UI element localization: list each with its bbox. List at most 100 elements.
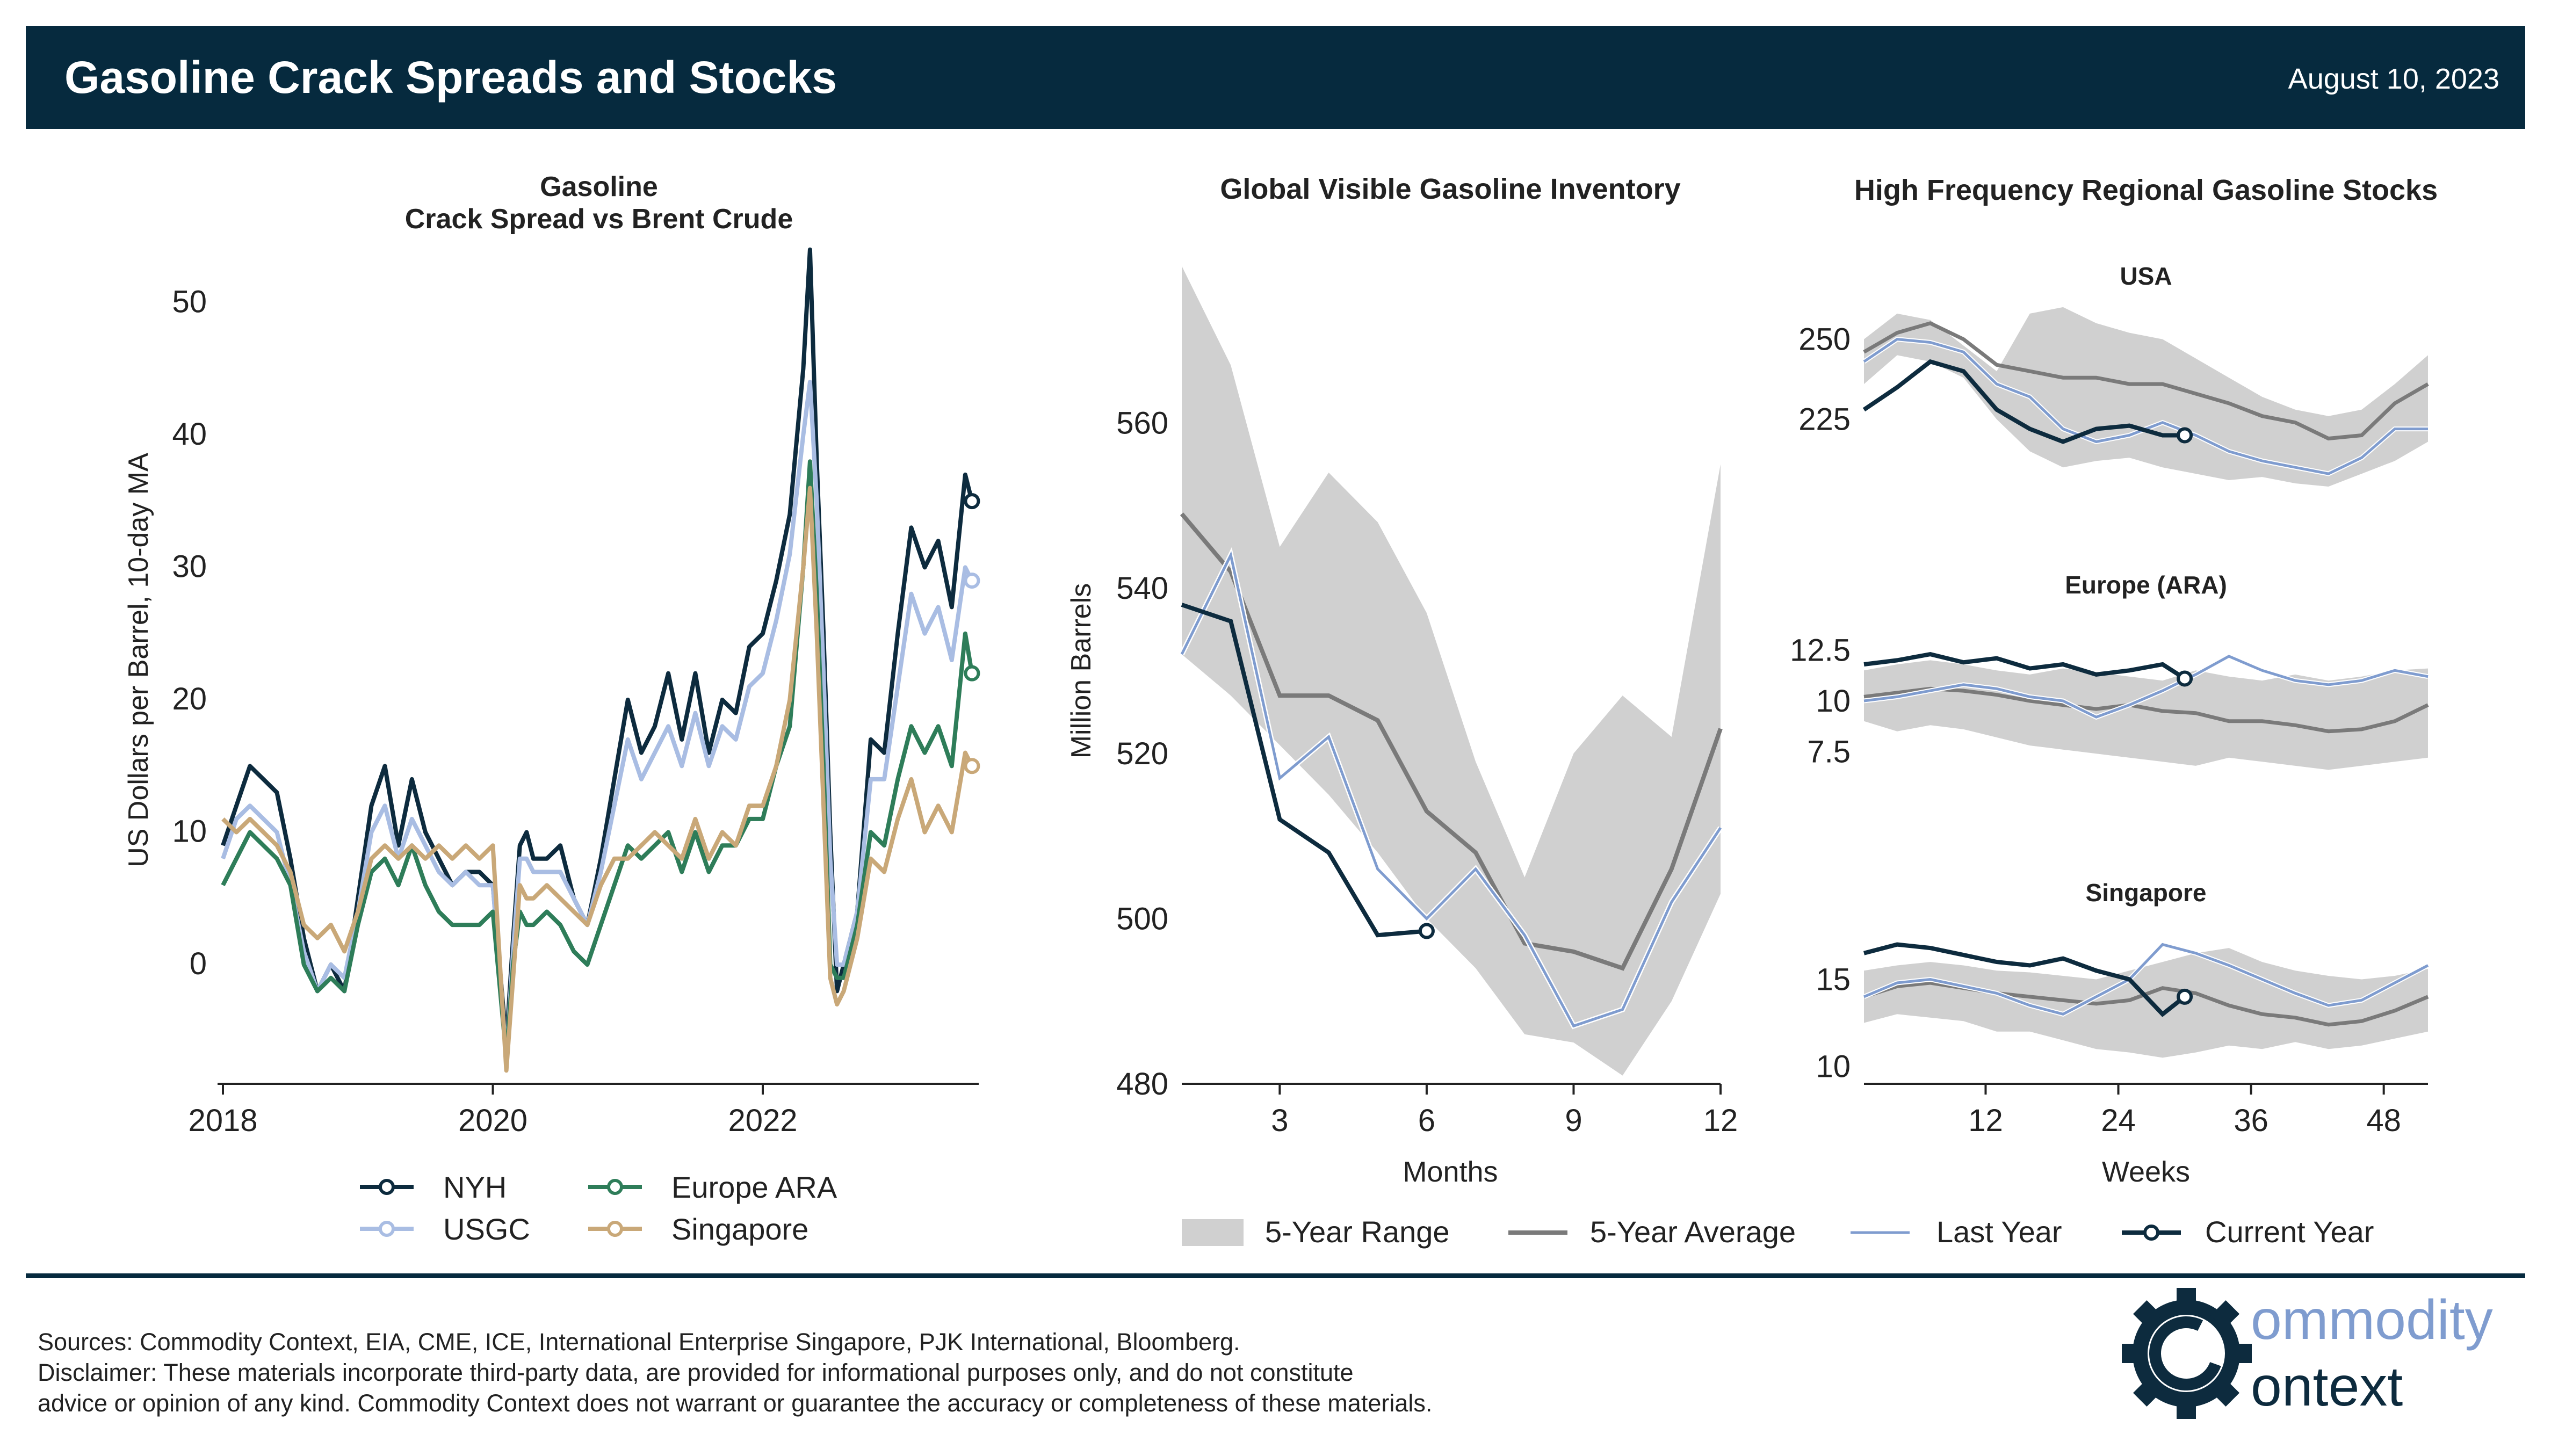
legend-label-range: 5-Year Range bbox=[1265, 1215, 1450, 1249]
crack-series-usgc bbox=[221, 380, 974, 1060]
regional-chart-title: High Frequency Regional Gasoline Stocks bbox=[1854, 174, 2438, 206]
regional-5yr-average-line bbox=[1863, 686, 2429, 734]
crack-endpoint-europe_ara bbox=[964, 665, 980, 682]
regional-5yr-range bbox=[1864, 660, 2428, 770]
inventory-chart-title: Global Visible Gasoline Inventory bbox=[1220, 173, 1680, 205]
logo-text-commodity: ommodity bbox=[2251, 1289, 2493, 1351]
regional-last-year-line bbox=[1863, 655, 2429, 719]
crack-y-tick-label: 10 bbox=[172, 814, 207, 849]
crack-series-europe_ara bbox=[221, 459, 974, 1060]
regional-current-endpoint bbox=[2177, 988, 2193, 1005]
crack-y-tick-label: 50 bbox=[172, 284, 207, 319]
inventory-y-tick-label: 480 bbox=[1116, 1067, 1168, 1102]
inventory-y-tick-label: 560 bbox=[1116, 406, 1168, 441]
regional-panel-title: Singapore bbox=[2086, 879, 2207, 907]
regional-panel-title: Europe (ARA) bbox=[2065, 571, 2227, 599]
legend-marker-current-year bbox=[2143, 1225, 2159, 1241]
page-title: Gasoline Crack Spreads and Stocks bbox=[64, 52, 837, 103]
crack-y-tick-label: 0 bbox=[190, 946, 207, 981]
legend-label-average: 5-Year Average bbox=[1590, 1215, 1796, 1249]
regional-y-tick-label: 12.5 bbox=[1790, 633, 1851, 668]
crack-y-tick-label: 20 bbox=[172, 682, 207, 716]
inventory-last-year-line bbox=[1180, 551, 1722, 1028]
regional-x-tick-label: 48 bbox=[2366, 1103, 2401, 1138]
stocks-legend: 5-Year Range 5-Year Average Last Year Curre… bbox=[1182, 1215, 2374, 1249]
report-date: August 10, 2023 bbox=[2288, 63, 2499, 95]
regional-y-tick-label: 7.5 bbox=[1807, 734, 1851, 769]
commodity-context-logo: ommodity ontext bbox=[2122, 1288, 2493, 1419]
disclaimer-line-1: Disclaimer: These materials incorporate … bbox=[38, 1359, 1354, 1386]
inventory-5yr-average-line bbox=[1180, 512, 1723, 971]
regional-last-year-line bbox=[1863, 943, 2429, 1016]
crack-legend-marker bbox=[379, 1221, 395, 1237]
crack-endpoint-nyh bbox=[964, 493, 980, 510]
inventory-current-endpoint bbox=[1418, 923, 1435, 939]
regional-stocks-chart: High Frequency Regional Gasoline Stocks U… bbox=[1790, 174, 2438, 1188]
regional-panel-title: USA bbox=[2120, 262, 2172, 290]
crack-legend-label: NYH bbox=[443, 1170, 507, 1204]
legend-label-current-year: Current Year bbox=[2205, 1215, 2374, 1249]
regional-5yr-range bbox=[1864, 307, 2428, 487]
crack-legend-marker bbox=[607, 1179, 623, 1195]
regional-y-tick-label: 225 bbox=[1798, 402, 1851, 437]
regional-y-tick-label: 10 bbox=[1816, 1049, 1851, 1084]
regional-y-tick-label: 10 bbox=[1816, 684, 1851, 719]
crack-chart-subtitle: Crack Spread vs Brent Crude bbox=[405, 204, 793, 235]
crack-legend-label: Europe ARA bbox=[671, 1170, 837, 1204]
regional-x-tick-label: 24 bbox=[2101, 1103, 2136, 1138]
crack-legend-label: USGC bbox=[443, 1212, 530, 1246]
regional-5yr-range bbox=[1864, 948, 2428, 1058]
inventory-x-tick-label: 6 bbox=[1418, 1103, 1435, 1138]
footer-divider bbox=[26, 1273, 2525, 1278]
header-bar: Gasoline Crack Spreads and Stocks August… bbox=[26, 26, 2525, 129]
legend-label-last-year: Last Year bbox=[1936, 1215, 2062, 1249]
regional-panel-0: USA 225 250 bbox=[1798, 262, 2429, 487]
regional-y-tick-label: 15 bbox=[1816, 962, 1851, 997]
regional-panel-2: Singapore 10 15 bbox=[1816, 879, 2430, 1084]
crack-series-singapore bbox=[221, 486, 974, 1073]
gear-icon bbox=[2122, 1288, 2252, 1419]
crack-series-nyh bbox=[221, 247, 974, 1046]
crack-x-tick-label: 2020 bbox=[458, 1103, 527, 1138]
inventory-y-tick-label: 520 bbox=[1116, 736, 1168, 771]
inventory-5yr-range bbox=[1182, 266, 1721, 1076]
inventory-y-axis-label: Million Barrels bbox=[1066, 583, 1097, 759]
crack-y-axis-label: US Dollars per Barrel, 10-day MA bbox=[123, 453, 154, 867]
regional-y-tick-label: 250 bbox=[1798, 322, 1851, 357]
disclaimer-line-2: advice or opinion of any kind. Commodity… bbox=[38, 1389, 1433, 1417]
regional-current-year-line bbox=[1863, 652, 2186, 680]
regional-current-endpoint bbox=[2177, 670, 2193, 687]
regional-x-tick-label: 12 bbox=[1968, 1103, 2003, 1138]
crack-legend-label: Singapore bbox=[671, 1212, 808, 1246]
regional-current-year-line bbox=[1863, 942, 2186, 1017]
inventory-x-tick-label: 12 bbox=[1703, 1103, 1738, 1138]
inventory-x-tick-label: 3 bbox=[1271, 1103, 1288, 1138]
footer-notes: Sources: Commodity Context, EIA, CME, IC… bbox=[38, 1327, 1432, 1418]
crack-x-tick-label: 2018 bbox=[188, 1103, 257, 1138]
logo-text-context: ontext bbox=[2251, 1356, 2403, 1418]
regional-x-axis-label: Weeks bbox=[2102, 1156, 2190, 1188]
sources-text: Sources: Commodity Context, EIA, CME, IC… bbox=[38, 1328, 1240, 1356]
crack-legend-marker bbox=[379, 1179, 395, 1195]
crack-endpoint-singapore bbox=[964, 758, 980, 774]
inventory-x-axis-label: Months bbox=[1403, 1156, 1498, 1188]
regional-current-year-line bbox=[1862, 359, 2185, 444]
inventory-chart: Global Visible Gasoline Inventory Million… bbox=[1066, 173, 1738, 1188]
crack-y-tick-label: 30 bbox=[172, 549, 207, 584]
crack-y-tick-label: 40 bbox=[172, 417, 207, 452]
inventory-current-year-line bbox=[1181, 603, 1427, 938]
legend-swatch-range bbox=[1182, 1219, 1244, 1246]
regional-5yr-average-line bbox=[1863, 321, 2429, 441]
inventory-y-tick-label: 500 bbox=[1116, 901, 1168, 936]
crack-x-tick-label: 2022 bbox=[728, 1103, 797, 1138]
inventory-y-tick-label: 540 bbox=[1116, 571, 1168, 606]
crack-legend-marker bbox=[607, 1221, 623, 1237]
crack-endpoint-usgc bbox=[964, 573, 980, 589]
regional-current-endpoint bbox=[2177, 427, 2193, 444]
inventory-x-tick-label: 9 bbox=[1565, 1103, 1582, 1138]
regional-x-tick-label: 36 bbox=[2234, 1103, 2268, 1138]
crack-chart-title: Gasoline bbox=[540, 171, 658, 202]
regional-panel-1: Europe (ARA) 7.5 10 12.5 bbox=[1790, 571, 2429, 770]
